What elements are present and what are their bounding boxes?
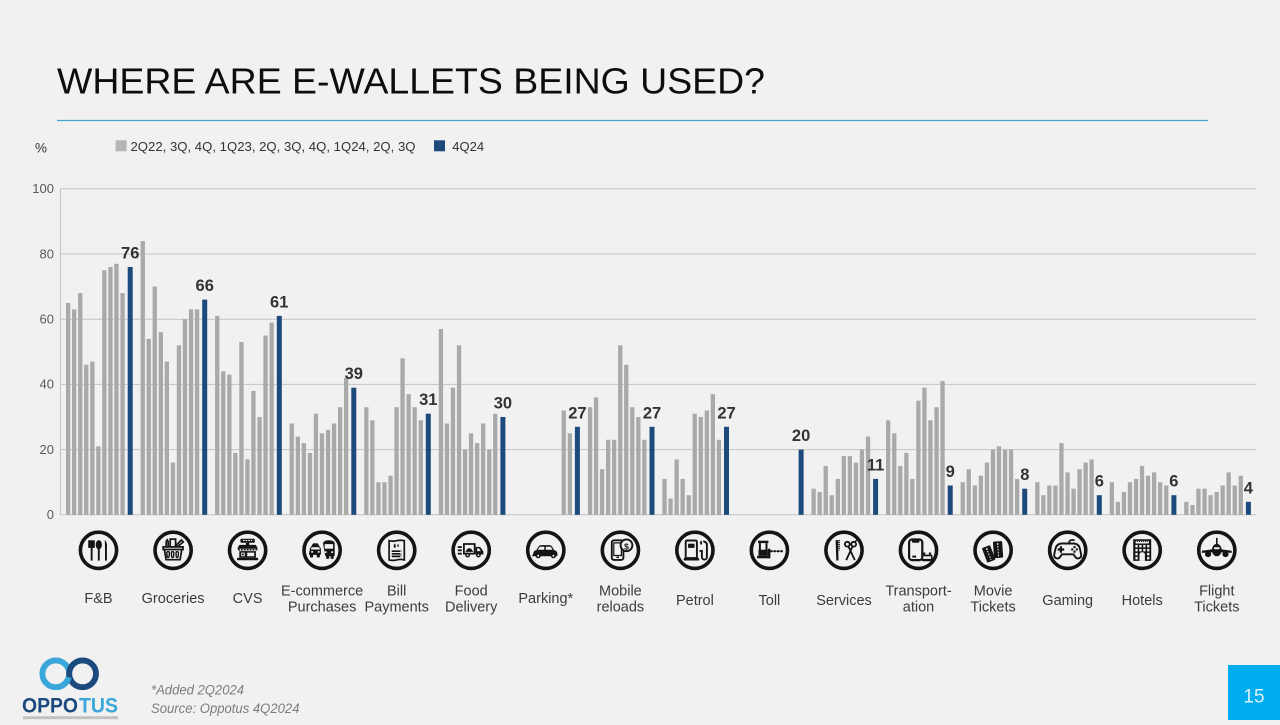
svg-text:15: 15 bbox=[1243, 687, 1264, 708]
svg-text:39: 39 bbox=[345, 365, 363, 383]
svg-text:27: 27 bbox=[568, 404, 586, 422]
svg-text:Toll: Toll bbox=[759, 593, 781, 609]
svg-text:ation: ation bbox=[903, 600, 934, 616]
svg-text:Payments: Payments bbox=[364, 600, 428, 616]
svg-text:Services: Services bbox=[816, 593, 872, 609]
svg-text:8: 8 bbox=[1020, 466, 1029, 484]
svg-text:60: 60 bbox=[40, 312, 54, 327]
svg-text:27: 27 bbox=[643, 404, 661, 422]
svg-text:40: 40 bbox=[40, 377, 54, 392]
svg-text:76: 76 bbox=[121, 245, 139, 263]
svg-text:Groceries: Groceries bbox=[142, 591, 205, 607]
svg-text:F&B: F&B bbox=[84, 591, 112, 607]
svg-text:4Q24: 4Q24 bbox=[452, 139, 484, 154]
svg-text:CVS: CVS bbox=[233, 591, 263, 607]
svg-text:80: 80 bbox=[40, 246, 54, 261]
svg-text:reloads: reloads bbox=[597, 600, 645, 616]
svg-text:20: 20 bbox=[40, 442, 54, 457]
svg-text:Tickets: Tickets bbox=[1194, 600, 1239, 616]
svg-text:6: 6 bbox=[1169, 473, 1178, 491]
svg-text:61: 61 bbox=[270, 293, 288, 311]
svg-text:2Q22, 3Q, 4Q, 1Q23, 2Q, 3Q, 4Q: 2Q22, 3Q, 4Q, 1Q23, 2Q, 3Q, 4Q, 1Q24, 2Q… bbox=[131, 139, 416, 154]
svg-text:9: 9 bbox=[946, 463, 955, 481]
svg-text:Hotels: Hotels bbox=[1122, 593, 1163, 609]
svg-text:Tickets: Tickets bbox=[970, 600, 1015, 616]
svg-text:%: % bbox=[35, 141, 47, 156]
svg-text:Gaming: Gaming bbox=[1042, 593, 1093, 609]
svg-text:11: 11 bbox=[867, 456, 884, 474]
svg-text:Food: Food bbox=[455, 584, 488, 600]
svg-text:Petrol: Petrol bbox=[676, 593, 714, 609]
svg-text:*Added 2Q2024: *Added 2Q2024 bbox=[151, 681, 244, 697]
svg-text:WHERE ARE E-WALLETS BEING USED: WHERE ARE E-WALLETS BEING USED? bbox=[57, 61, 765, 102]
svg-text:0: 0 bbox=[47, 507, 54, 522]
svg-text:$: $ bbox=[624, 541, 629, 551]
svg-text:Movie: Movie bbox=[974, 584, 1013, 600]
svg-text:30: 30 bbox=[494, 395, 512, 413]
svg-text:27: 27 bbox=[717, 404, 735, 422]
svg-text:31: 31 bbox=[419, 391, 437, 409]
svg-text:Delivery: Delivery bbox=[445, 600, 498, 616]
svg-text:Bill: Bill bbox=[387, 584, 406, 600]
svg-text:66: 66 bbox=[196, 277, 214, 295]
svg-text:OPPO: OPPO bbox=[22, 694, 78, 718]
svg-text:E-commerce: E-commerce bbox=[281, 584, 363, 600]
svg-text:4: 4 bbox=[1244, 479, 1254, 497]
svg-text:20: 20 bbox=[792, 427, 810, 445]
svg-text:Transport-: Transport- bbox=[885, 584, 952, 600]
svg-text:Flight: Flight bbox=[1199, 584, 1234, 600]
svg-text:100: 100 bbox=[32, 181, 54, 196]
svg-text:6: 6 bbox=[1095, 473, 1104, 491]
svg-text:TUS: TUS bbox=[79, 694, 118, 718]
svg-text:Mobile: Mobile bbox=[599, 584, 642, 600]
svg-text:Source: Oppotus 4Q2024: Source: Oppotus 4Q2024 bbox=[151, 700, 300, 716]
svg-text:Parking*: Parking* bbox=[518, 591, 573, 607]
svg-text:Purchases: Purchases bbox=[288, 600, 357, 616]
